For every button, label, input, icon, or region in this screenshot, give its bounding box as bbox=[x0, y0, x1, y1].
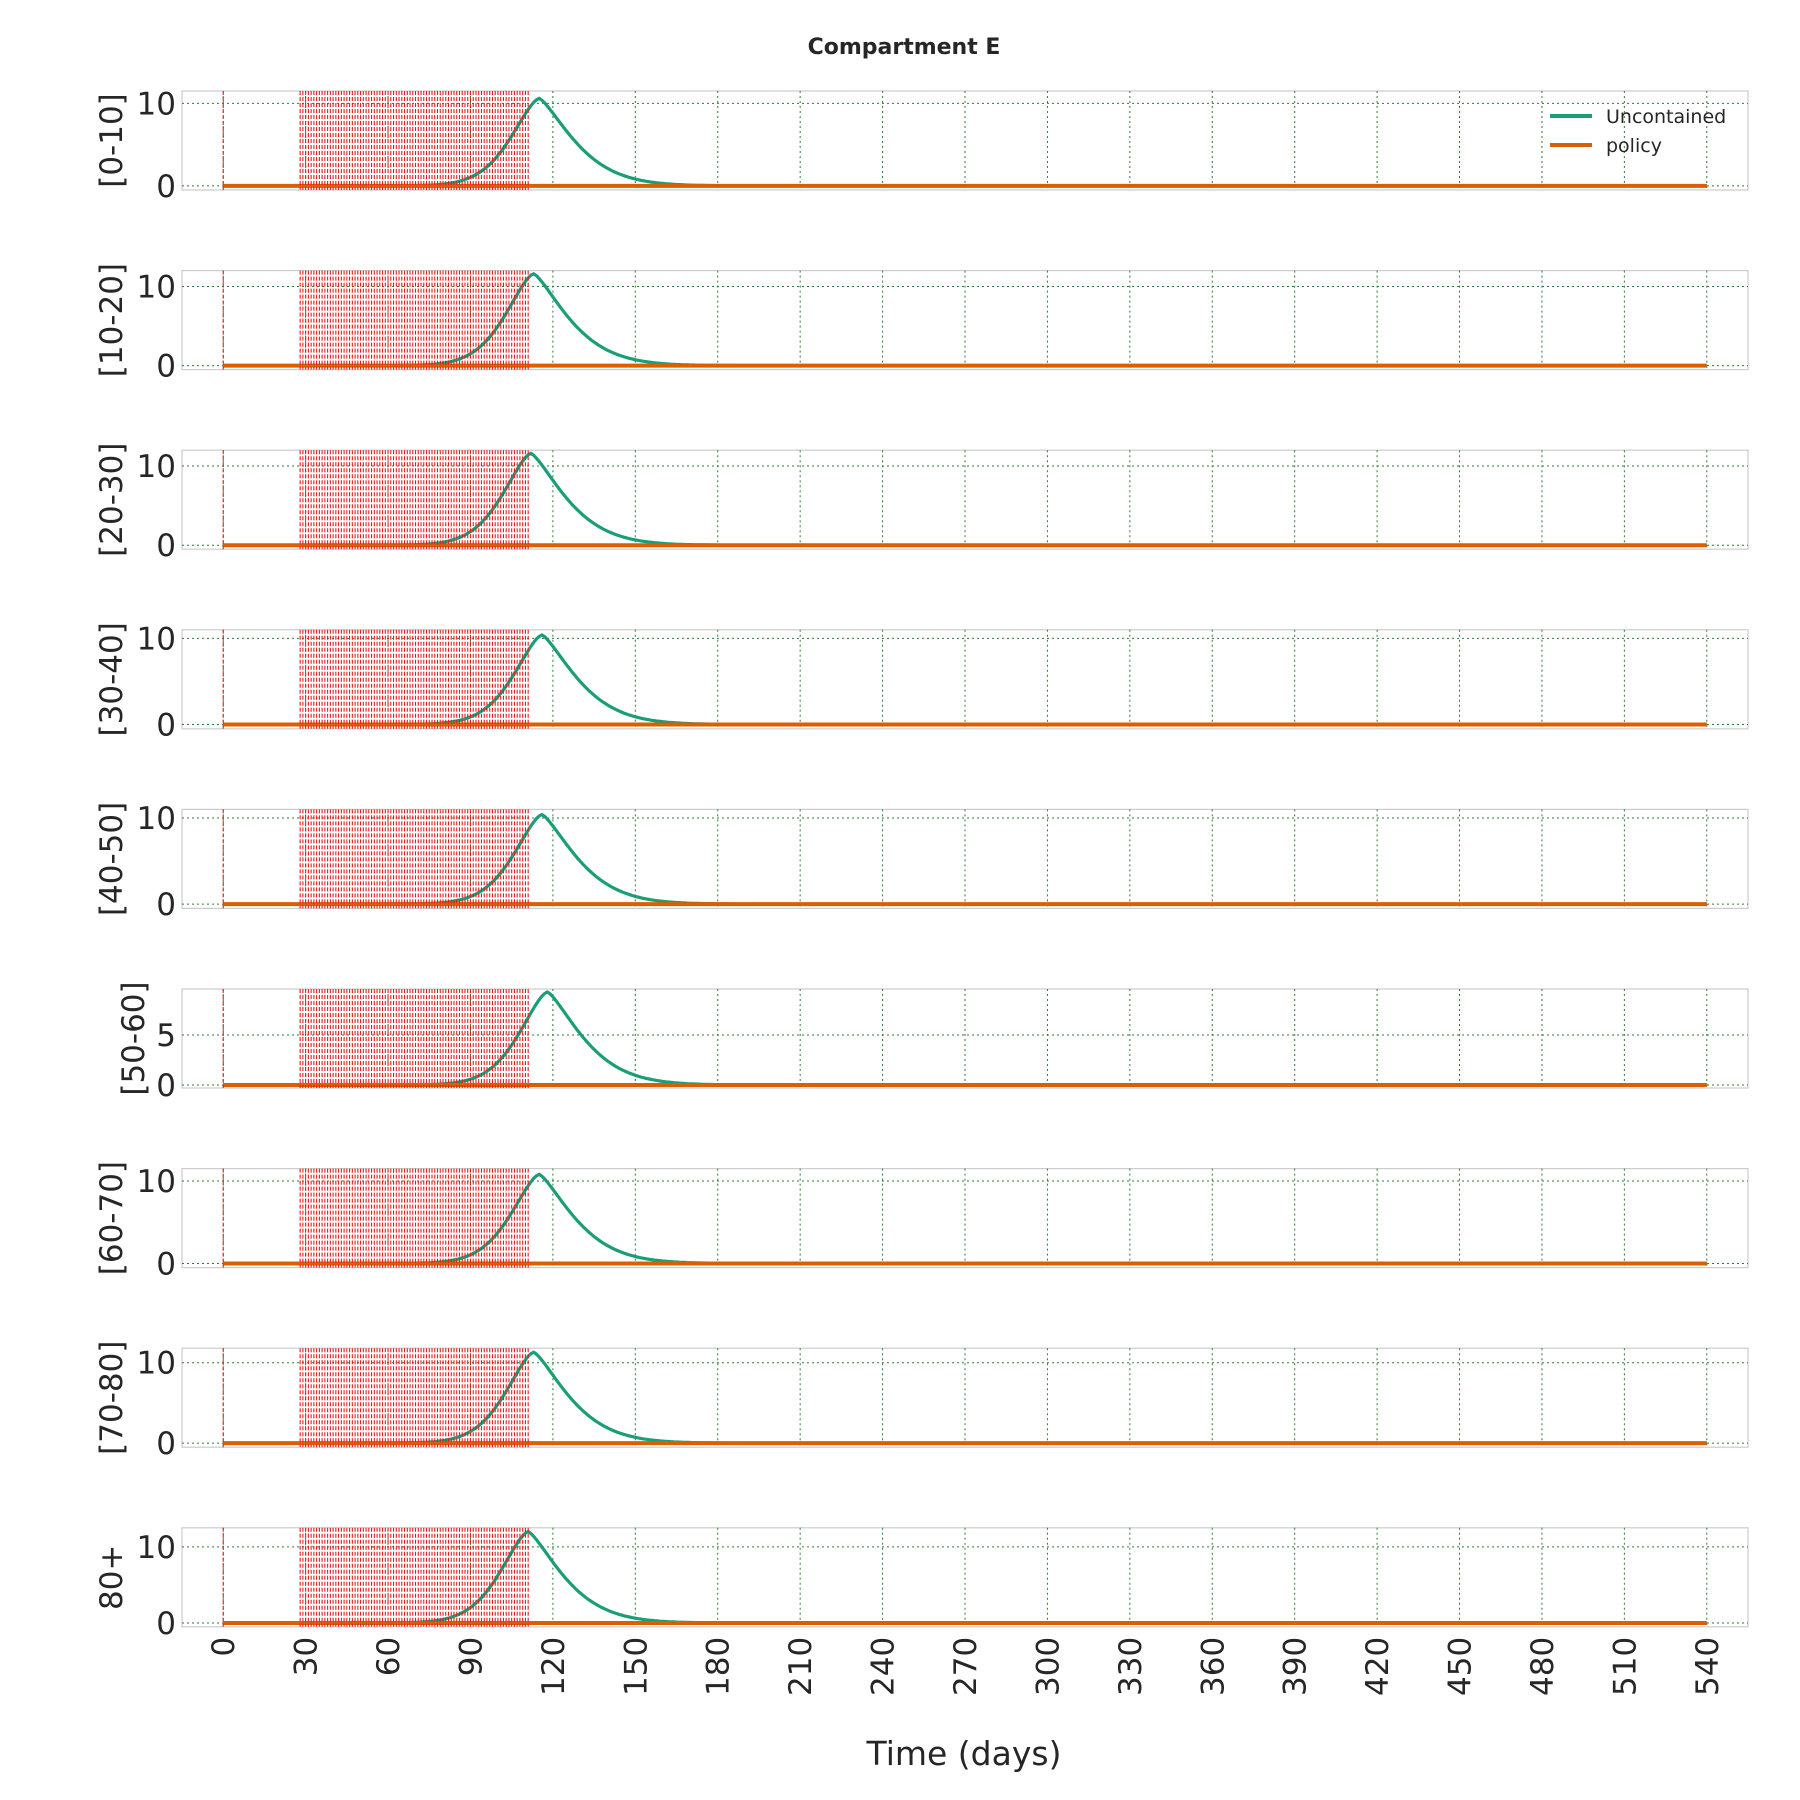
y-tick-label: 0 bbox=[156, 1606, 176, 1642]
y-axis-label: [20-30] bbox=[94, 443, 130, 557]
chart-title: Compartment E bbox=[808, 35, 1001, 60]
y-axis-label: [70-80] bbox=[94, 1341, 130, 1455]
panel-frame bbox=[181, 988, 1749, 1089]
y-axis-label: [40-50] bbox=[94, 802, 130, 916]
panel-frame bbox=[181, 270, 1749, 371]
y-axis-label: 80+ bbox=[94, 1545, 130, 1610]
x-tick-label: 180 bbox=[701, 1637, 737, 1696]
panel-1: 0 10[0-10] bbox=[94, 86, 1749, 205]
x-tick-label: 480 bbox=[1525, 1637, 1561, 1696]
panels-group: 010[0-10]010[10-20]010[20-30]010[30-40]0… bbox=[94, 86, 1749, 1642]
x-tick-label: 270 bbox=[948, 1637, 984, 1696]
y-tick-label: 10 bbox=[137, 1530, 176, 1566]
y-tick-label: 10 bbox=[137, 1346, 176, 1382]
y-axis-label: [60-70] bbox=[94, 1161, 130, 1275]
x-axis-label: Time (days) bbox=[866, 1734, 1062, 1773]
y-tick-label: 10 bbox=[137, 1164, 176, 1200]
legend-label-policy: policy bbox=[1606, 135, 1662, 157]
panel-frame bbox=[181, 90, 1749, 191]
y-tick-label: 0 bbox=[156, 887, 176, 923]
x-tick-label: 300 bbox=[1030, 1637, 1066, 1696]
x-tick-label: 540 bbox=[1690, 1637, 1726, 1696]
y-tick-label: 0 bbox=[156, 1246, 176, 1282]
panel-frame bbox=[181, 449, 1749, 550]
panel-frame bbox=[181, 808, 1749, 910]
y-tick-label: 10 bbox=[137, 801, 176, 837]
y-tick-label: 10 bbox=[137, 449, 176, 485]
y-axis-label: [30-40] bbox=[94, 622, 130, 736]
x-tick-label: 450 bbox=[1443, 1637, 1479, 1696]
y-tick-label: 0 bbox=[156, 707, 176, 743]
y-tick-label: 10 bbox=[137, 269, 176, 305]
y-tick-label: 0 bbox=[156, 169, 176, 205]
x-tick-label: 90 bbox=[453, 1637, 489, 1676]
y-tick-label: 10 bbox=[137, 621, 176, 657]
y-tick-label: 0 bbox=[156, 1068, 176, 1104]
x-tick-label: 150 bbox=[618, 1637, 654, 1696]
x-tick-label: 510 bbox=[1607, 1637, 1643, 1696]
y-tick-label: 10 bbox=[137, 86, 176, 122]
x-tick-label: 0 bbox=[206, 1637, 242, 1657]
x-tick-label: 30 bbox=[289, 1637, 325, 1676]
panel-4: 0 10[30-40] bbox=[94, 621, 1749, 743]
legend: Uncontained policy bbox=[1550, 106, 1726, 157]
panel-3: 0 10[20-30] bbox=[94, 443, 1749, 564]
x-tick-label: 420 bbox=[1360, 1637, 1396, 1696]
x-tick-label: 390 bbox=[1278, 1637, 1314, 1696]
legend-label-uncontained: Uncontained bbox=[1606, 106, 1726, 128]
x-tick-label: 210 bbox=[783, 1637, 819, 1696]
panel-8: 0 10[70-80] bbox=[94, 1341, 1749, 1462]
y-axis-label: [0-10] bbox=[94, 93, 130, 188]
y-tick-label: 0 bbox=[156, 528, 176, 564]
x-tick-labels: 0 30 60 90 120 150 180 210 240 270 300 330 360 390 420… bbox=[206, 1637, 1726, 1696]
x-tick-label: 120 bbox=[536, 1637, 572, 1696]
panel-frame bbox=[181, 1527, 1749, 1628]
panel-5: 0 10[40-50] bbox=[94, 801, 1749, 923]
panel-frame bbox=[181, 629, 1749, 730]
panel-7: 0 10[60-70] bbox=[94, 1161, 1749, 1282]
y-tick-label: 0 bbox=[156, 1426, 176, 1462]
x-tick-label: 60 bbox=[371, 1637, 407, 1676]
x-tick-label: 330 bbox=[1113, 1637, 1149, 1696]
y-tick-label: 5 bbox=[156, 1018, 176, 1054]
y-axis-label: [50-60] bbox=[116, 981, 152, 1095]
x-tick-label: 240 bbox=[866, 1637, 902, 1696]
panel-6: 0 5[50-60] bbox=[116, 981, 1749, 1104]
y-tick-label: 0 bbox=[156, 349, 176, 385]
x-tick-label: 360 bbox=[1195, 1637, 1231, 1696]
panel-frame bbox=[181, 1167, 1749, 1269]
panel-2: 0 10[10-20] bbox=[94, 263, 1749, 385]
y-axis-label: [10-20] bbox=[94, 263, 130, 377]
